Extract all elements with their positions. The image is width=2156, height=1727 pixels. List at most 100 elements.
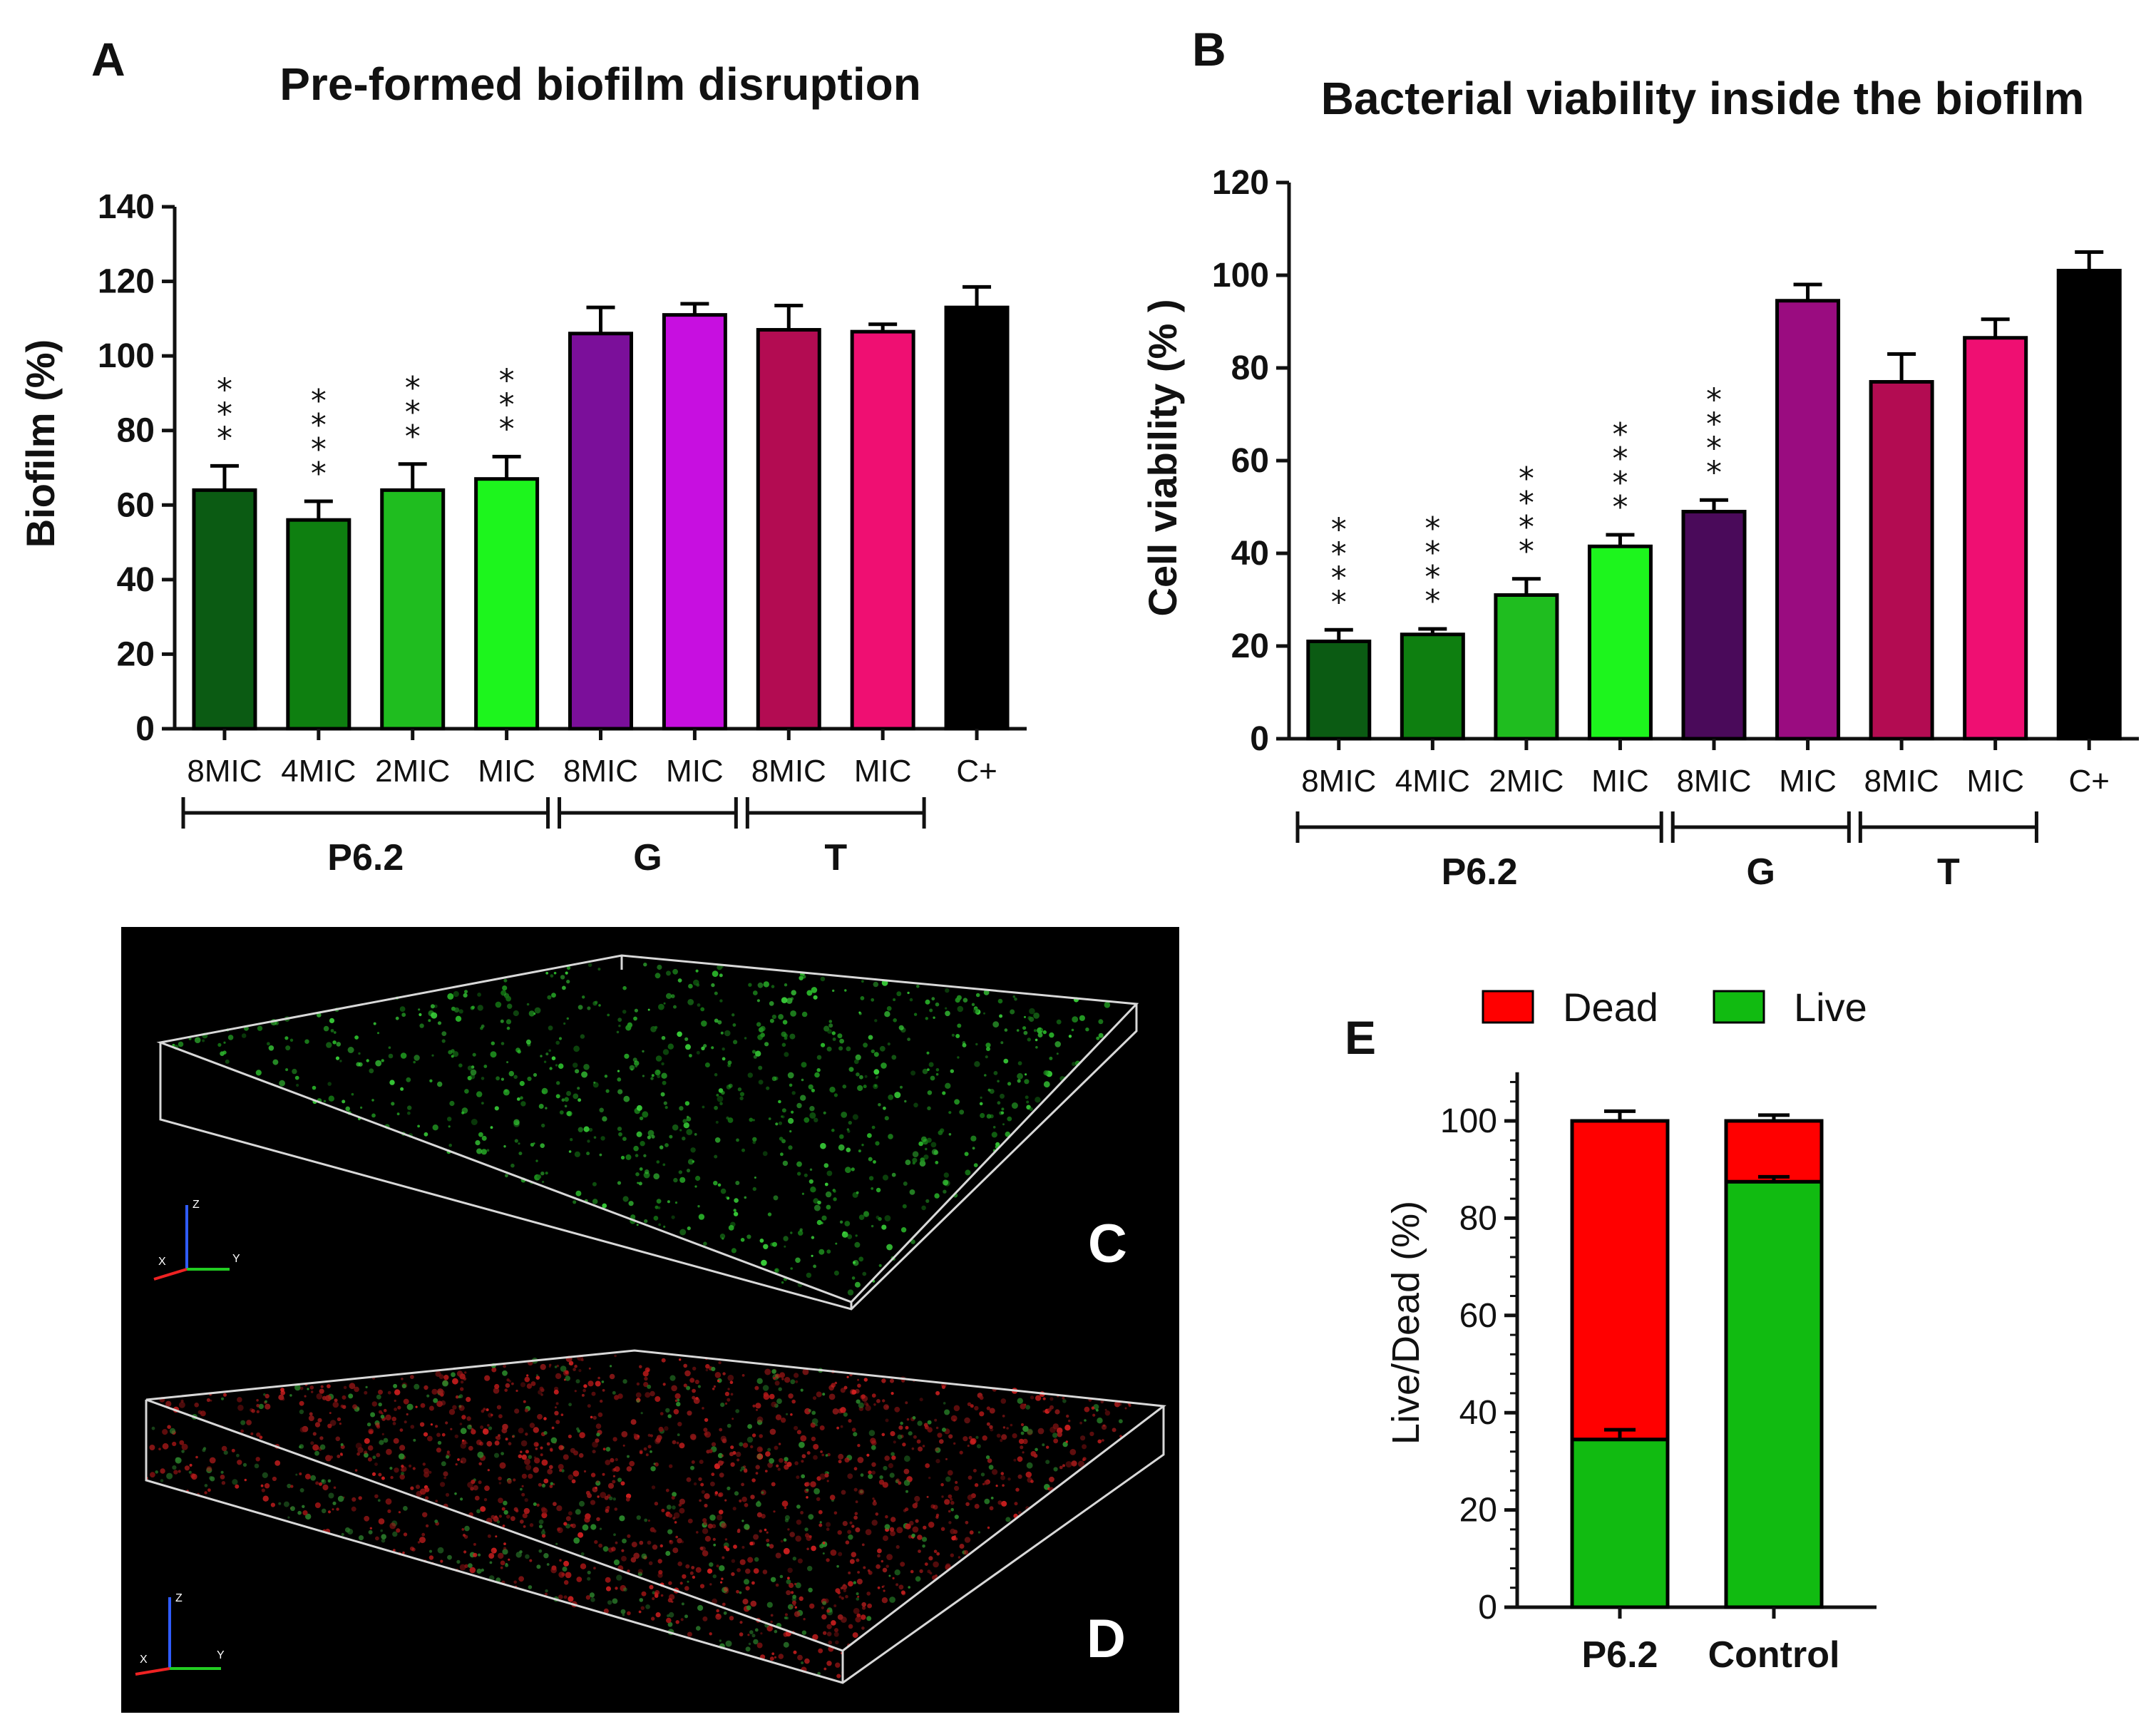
panel-c-bacterium-dot — [496, 1076, 500, 1081]
panel-c-bacterium-dot — [333, 1031, 337, 1034]
panel-d-bacterium-dot — [464, 1564, 468, 1568]
panel-d-bacterium-dot — [462, 1439, 465, 1442]
panel-d-bacterium-dot — [739, 1591, 742, 1594]
panel-c-bacterium-dot — [833, 1270, 839, 1276]
panel-c-bacterium-dot — [876, 1075, 879, 1078]
panel-d-bacterium-dot — [919, 1398, 923, 1402]
panel-c-bacterium-dot — [784, 1036, 788, 1040]
panel-d-bacterium-dot — [559, 1469, 563, 1472]
panel-c-bacterium-dot — [781, 1281, 784, 1284]
panel-d-bacterium-dot — [786, 1590, 791, 1596]
panel-d-bacterium-dot — [689, 1378, 695, 1383]
panel-c-bacterium-dot — [929, 1008, 933, 1013]
panel-d-bacterium-dot — [611, 1547, 616, 1552]
panel-d-bacterium-dot — [1047, 1408, 1052, 1412]
panel-d-bacterium-dot — [967, 1475, 972, 1480]
panel-d-bacterium-dot — [837, 1591, 841, 1594]
panel-c-bacterium-dot — [622, 1010, 627, 1014]
panel-d-bacterium-dot — [851, 1389, 857, 1395]
panel-d-bacterium-dot — [476, 1509, 481, 1514]
chart-e-y-tick-label: 80 — [1459, 1199, 1497, 1237]
panel-d-bacterium-dot — [667, 1529, 673, 1534]
panel-d-bacterium-dot — [546, 1563, 550, 1566]
panel-d-bacterium-dot — [759, 1434, 763, 1438]
panel-d-bacterium-dot — [438, 1374, 444, 1379]
panel-c-bacterium-dot — [371, 1099, 374, 1102]
panel-d-bacterium-dot — [231, 1448, 235, 1452]
panel-d-bacterium-dot — [378, 1403, 382, 1407]
panel-d-bacterium-dot — [637, 1572, 643, 1577]
panel-d-bacterium-dot — [848, 1419, 852, 1423]
panel-d-bacterium-dot — [259, 1435, 263, 1440]
panel-d-bacterium-dot — [668, 1581, 672, 1585]
panel-d-bacterium-dot — [884, 1455, 890, 1461]
panel-d-bacterium-dot — [473, 1552, 478, 1557]
chart-b-significance-star: * — [1519, 509, 1534, 545]
panel-c-bacterium-dot — [272, 1059, 279, 1065]
panel-d-bacterium-dot — [494, 1452, 499, 1458]
panel-d-bacterium-dot — [879, 1475, 883, 1480]
panel-d-bacterium-dot — [724, 1391, 730, 1396]
panel-c-bacterium-dot — [451, 1006, 456, 1011]
panel-c-bacterium-dot — [503, 1089, 510, 1096]
panel-d-bacterium-dot — [889, 1527, 895, 1532]
panel-c-bacterium-dot — [534, 1007, 541, 1014]
panel-d-bacterium-dot — [262, 1472, 268, 1478]
panel-d-bacterium-dot — [750, 1600, 757, 1607]
panel-d-bacterium-dot — [498, 1482, 502, 1485]
panel-d-bacterium-dot — [917, 1420, 923, 1426]
panel-c-bacterium-dot — [733, 1209, 736, 1212]
panel-d-bacterium-dot — [578, 1452, 584, 1458]
panel-c-bacterium-dot — [927, 1106, 931, 1111]
panel-d-bacterium-dot — [672, 1440, 677, 1445]
panel-c-bacterium-dot — [471, 1065, 475, 1069]
panel-c-bacterium-dot — [714, 1018, 719, 1023]
panel-d-bacterium-dot — [925, 1463, 930, 1468]
panel-c-bacterium-dot — [448, 1050, 453, 1055]
panel-c-bacterium-dot — [948, 1111, 952, 1114]
panel-c-bacterium-dot — [464, 1089, 469, 1094]
panel-c-bacterium-dot — [694, 1133, 697, 1136]
chart-a-x-tick-label: 2MIC — [375, 754, 450, 789]
panel-d-bacterium-dot — [674, 1393, 681, 1400]
panel-d-bacterium-dot — [394, 1389, 401, 1395]
panel-d-bacterium-dot — [620, 1609, 626, 1614]
panel-c-bacterium-dot — [625, 1025, 632, 1031]
panel-d-bacterium-dot — [166, 1472, 173, 1480]
panel-c-bacterium-dot — [788, 1117, 794, 1124]
panel-c-bacterium-dot — [486, 1149, 490, 1152]
panel-c-bacterium-dot — [292, 1068, 297, 1075]
panel-d-bacterium-dot — [756, 1501, 761, 1507]
panel-c-bacterium-dot — [565, 971, 568, 975]
panel-d-bacterium-dot — [327, 1423, 332, 1429]
panel-c-bacterium-dot — [896, 991, 902, 997]
panel-c-bacterium-dot — [566, 980, 570, 984]
panel-d-bacterium-dot — [964, 1417, 970, 1424]
chart-b-x-tick-label: C+ — [2068, 764, 2109, 799]
panel-d-bacterium-dot — [692, 1388, 696, 1393]
panel-d-bacterium-dot — [666, 1617, 672, 1624]
panel-d-bacterium-dot — [466, 1397, 471, 1403]
panel-c-bacterium-dot — [255, 1070, 262, 1076]
panel-c-bacterium-dot — [553, 971, 557, 975]
panel-d-bacterium-dot — [425, 1524, 429, 1528]
panel-c-bacterium-dot — [771, 985, 775, 988]
panel-c-bacterium-dot — [798, 1230, 804, 1236]
panel-c-bacterium-dot — [833, 1189, 836, 1193]
panel-c-bacterium-dot — [818, 1249, 825, 1255]
panel-d-bacterium-dot — [712, 1388, 715, 1390]
panel-c-bacterium-dot — [570, 1138, 573, 1142]
panel-c-bacterium-dot — [837, 1033, 843, 1039]
panel-d-bacterium-dot — [428, 1549, 433, 1553]
panel-d-bacterium-dot — [627, 1569, 630, 1573]
panel-d-bacterium-dot — [866, 1592, 871, 1596]
panel-d-bacterium-dot — [687, 1631, 692, 1637]
panel-d-bacterium-dot — [417, 1541, 421, 1544]
panel-d-bacterium-dot — [188, 1470, 192, 1474]
panel-d-bacterium-dot — [784, 1464, 789, 1470]
panel-c-bacterium-dot — [882, 1174, 889, 1181]
panel-d-bacterium-dot — [702, 1518, 707, 1523]
panel-d-bacterium-dot — [747, 1557, 754, 1563]
panel-d-bacterium-dot — [204, 1491, 207, 1495]
panel-d-bacterium-dot — [423, 1432, 428, 1437]
